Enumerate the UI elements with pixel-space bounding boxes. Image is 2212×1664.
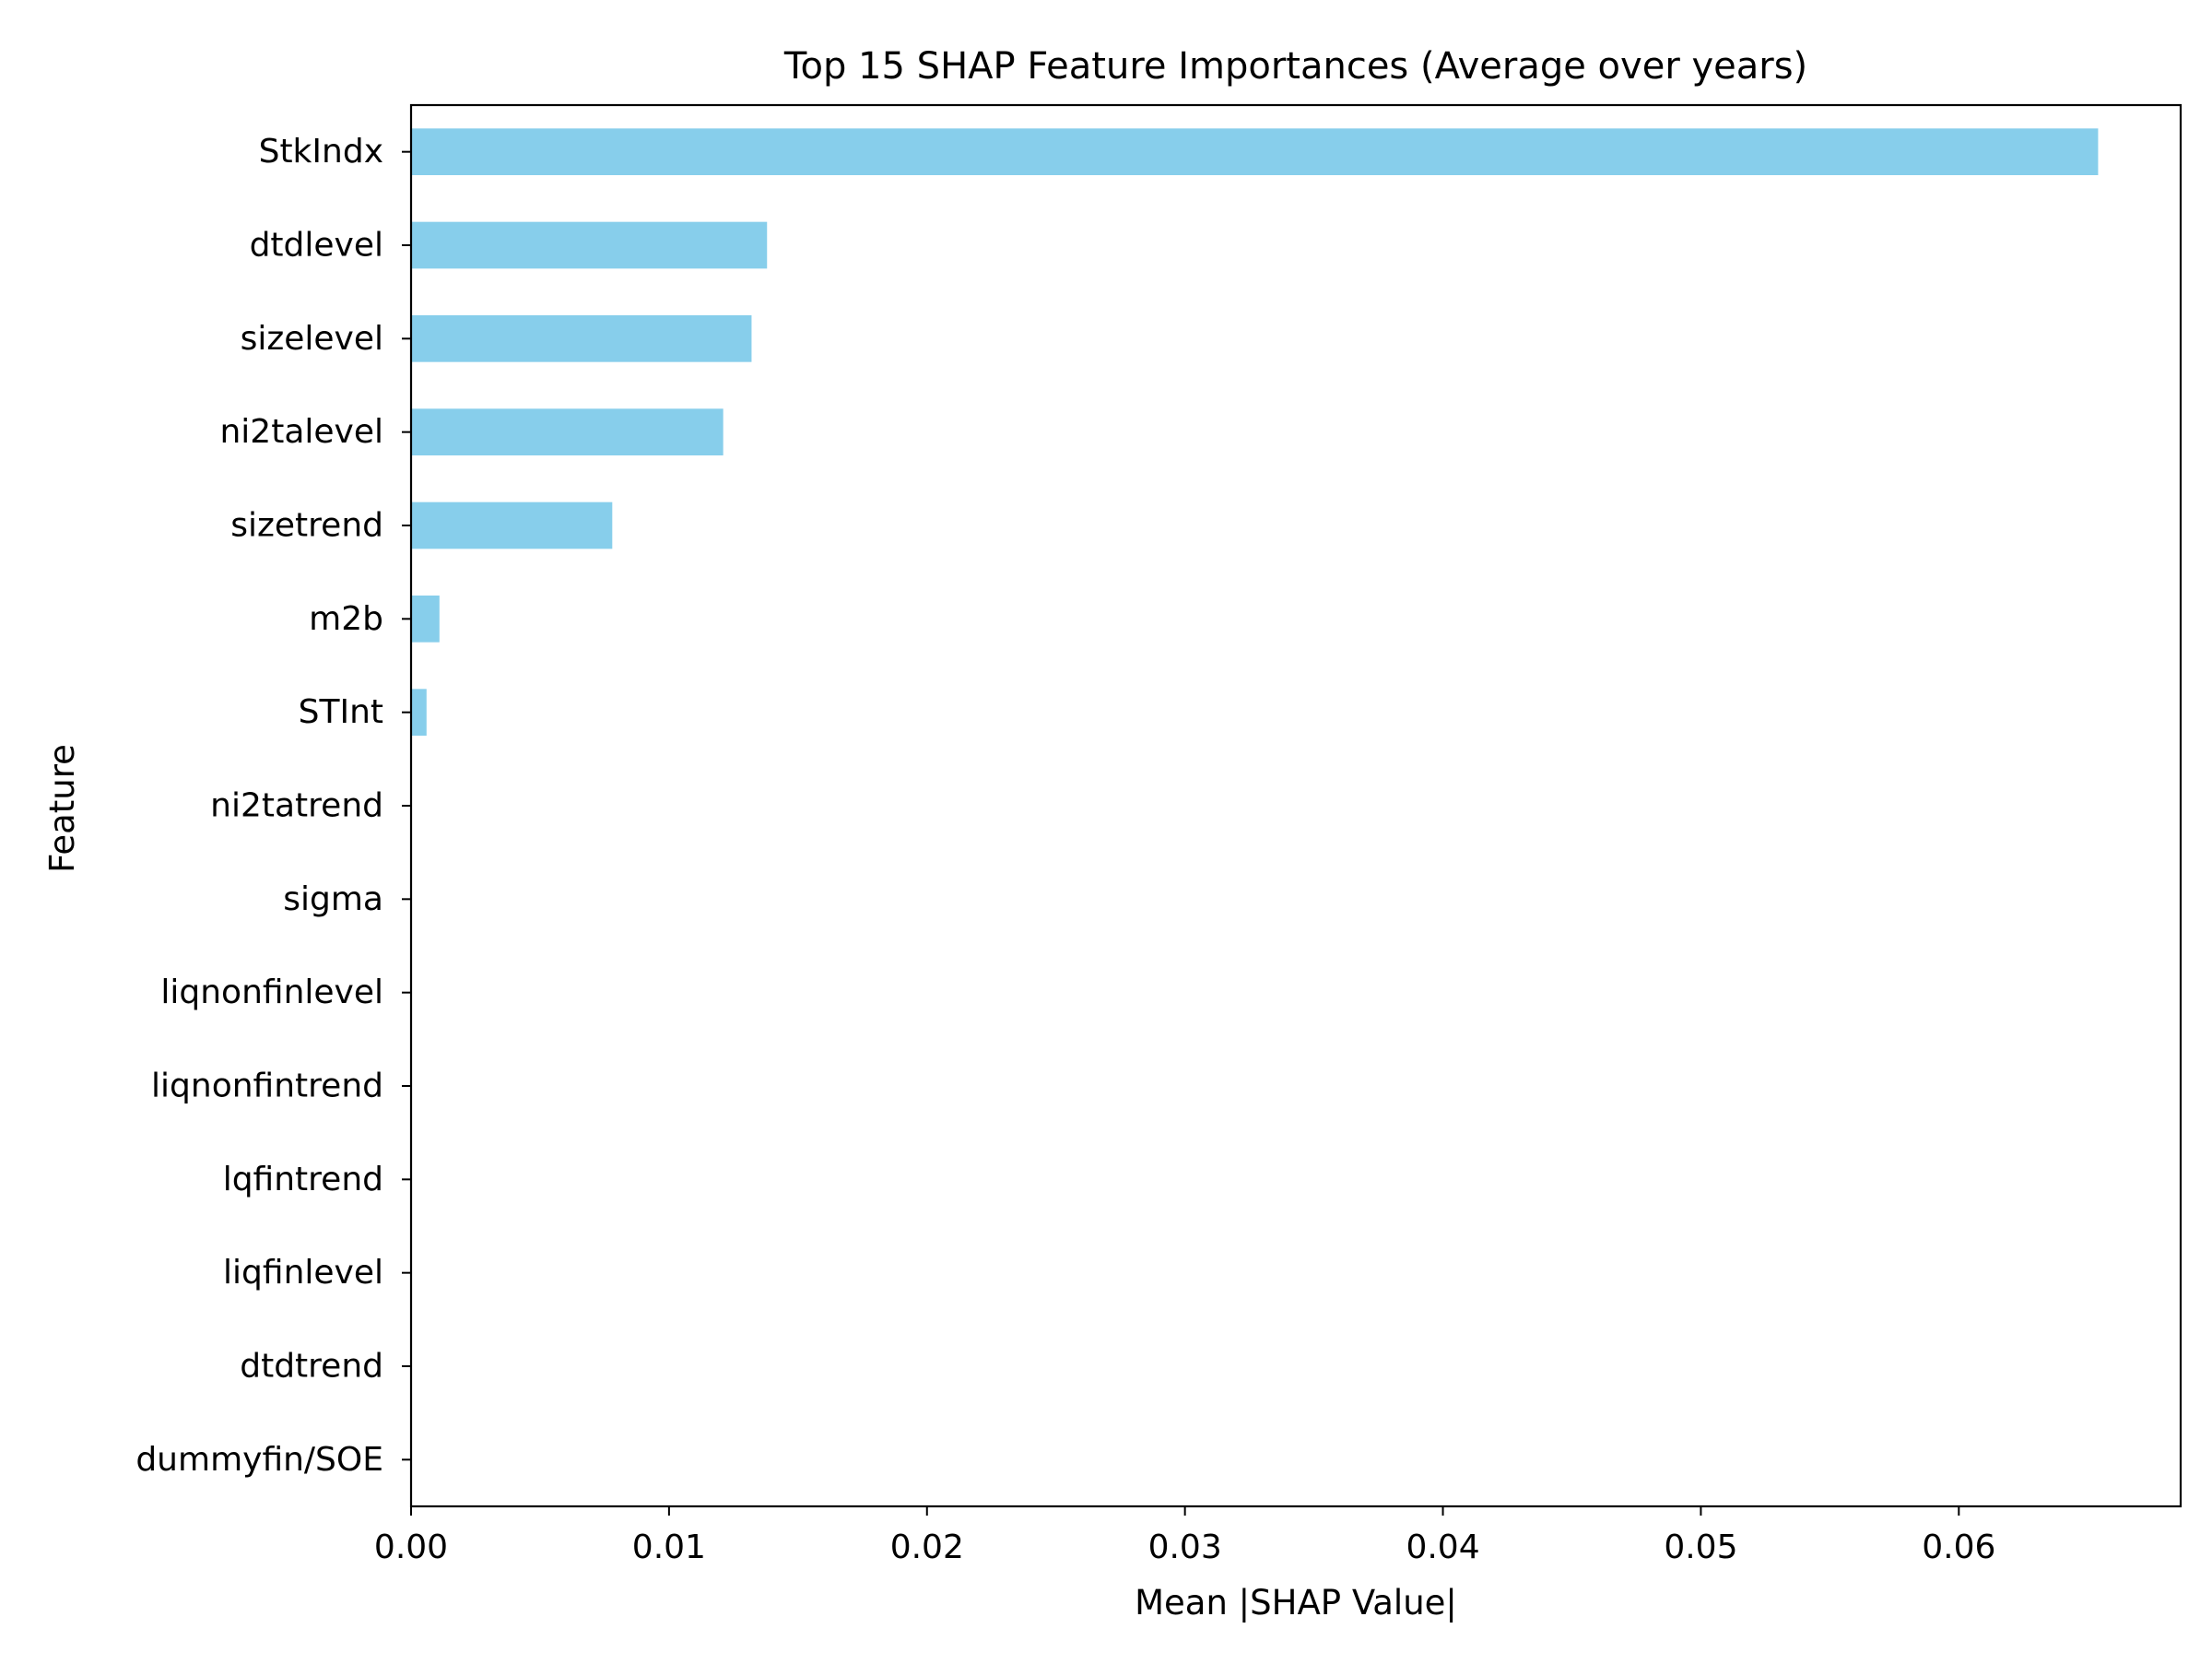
bar — [411, 502, 613, 549]
y-tick-label: sizelevel — [241, 320, 383, 358]
y-tick-label: liqfinlevel — [223, 1254, 383, 1292]
y-tick-label: lqfintrend — [223, 1161, 383, 1198]
y-tick-label: m2b — [309, 600, 383, 638]
bar — [411, 128, 2099, 175]
bar — [411, 596, 440, 643]
y-tick-label: sizetrend — [230, 507, 383, 545]
y-tick-label: ni2talevel — [219, 413, 383, 451]
x-tick-label: 0.02 — [890, 1528, 964, 1566]
y-tick-label: dtdlevel — [250, 227, 383, 265]
bars-group — [411, 128, 2099, 736]
y-ticks-group: StkIndx dtdlevel sizelevel ni2talevel sizetr… — [135, 133, 411, 1479]
y-tick-label: liqnonfinlevel — [160, 974, 383, 1011]
y-tick-label: dummyfin/SOE — [135, 1441, 383, 1479]
x-tick-label: 0.01 — [632, 1528, 706, 1566]
x-ticks-group: 0.00 0.01 0.02 0.03 0.04 0.05 0.06 — [374, 1506, 1995, 1566]
x-tick-label: 0.00 — [374, 1528, 448, 1566]
bar — [411, 221, 768, 269]
bar — [411, 689, 427, 736]
y-tick-label: liqnonfintrend — [151, 1068, 383, 1105]
chart-title: Top 15 SHAP Feature Importances (Average… — [783, 45, 1807, 88]
x-tick-label: 0.03 — [1148, 1528, 1222, 1566]
x-tick-label: 0.05 — [1664, 1528, 1737, 1566]
x-tick-label: 0.06 — [1922, 1528, 1995, 1566]
x-axis-label: Mean |SHAP Value| — [1135, 1583, 1457, 1623]
bar — [411, 315, 752, 362]
y-axis-label: Feature — [42, 744, 82, 873]
plot-frame — [409, 103, 2183, 1508]
x-tick-label: 0.04 — [1406, 1528, 1479, 1566]
bar — [411, 408, 724, 455]
y-tick-label: sigma — [283, 880, 383, 918]
y-tick-label: ni2tatrend — [210, 787, 383, 825]
y-tick-label: STInt — [299, 693, 383, 731]
y-tick-label: dtdtrend — [240, 1348, 383, 1386]
y-tick-label: StkIndx — [259, 133, 383, 171]
